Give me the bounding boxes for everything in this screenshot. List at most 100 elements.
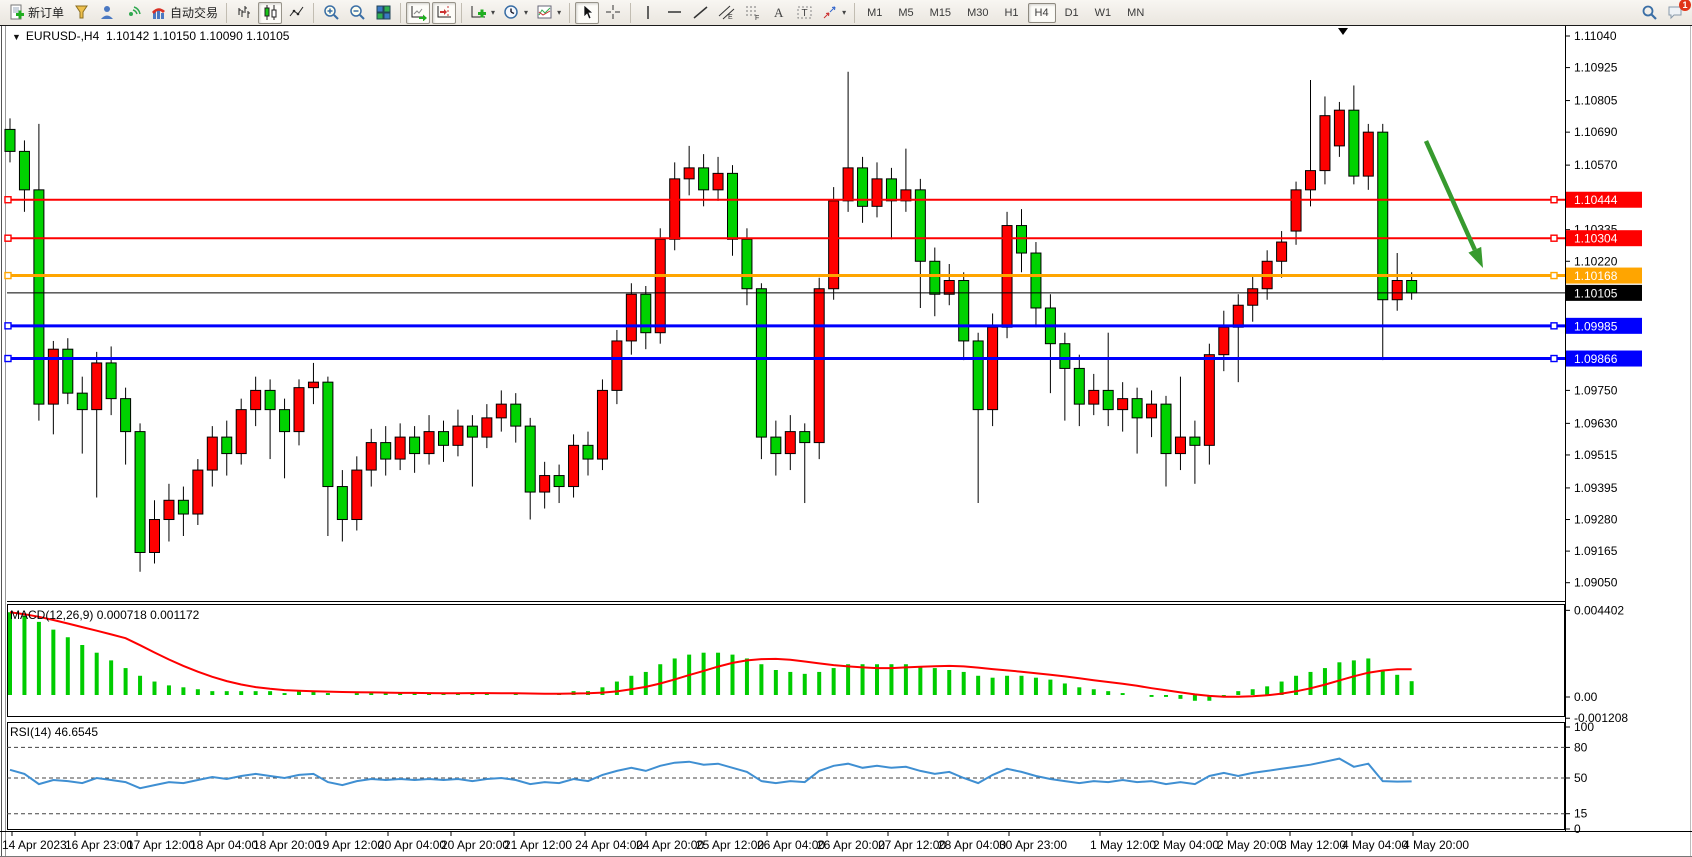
arrows-button[interactable]: ▾ bbox=[818, 2, 849, 24]
svg-text:50: 50 bbox=[1574, 771, 1588, 785]
line-chart-button[interactable] bbox=[284, 2, 308, 24]
search-button[interactable] bbox=[1637, 2, 1661, 24]
svg-text:E: E bbox=[728, 14, 733, 21]
svg-text:3 May 12:00: 3 May 12:00 bbox=[1280, 838, 1346, 852]
svg-text:1.11040: 1.11040 bbox=[1574, 29, 1617, 43]
svg-text:1.09985: 1.09985 bbox=[1574, 319, 1618, 333]
svg-text:20 Apr 04:00: 20 Apr 04:00 bbox=[378, 838, 446, 852]
horizontal-line-button[interactable] bbox=[662, 2, 686, 24]
timeframe-m5-button[interactable]: M5 bbox=[898, 6, 914, 19]
chart-shift-button[interactable] bbox=[432, 1, 457, 24]
chevron-down-icon[interactable]: ▾ bbox=[491, 8, 496, 17]
toolbar-separator bbox=[400, 2, 402, 23]
svg-text:1.09515: 1.09515 bbox=[1574, 448, 1618, 462]
tile-windows-button[interactable] bbox=[371, 2, 395, 24]
candle-icon bbox=[262, 4, 279, 21]
auto-scroll-button[interactable] bbox=[406, 1, 431, 24]
svg-text:1.10220: 1.10220 bbox=[1574, 254, 1618, 268]
timeframe-m30-button[interactable]: M30 bbox=[967, 6, 989, 19]
crosshair-icon bbox=[605, 4, 622, 21]
timeframe-m1-button[interactable]: M1 bbox=[867, 6, 883, 19]
macd-main-value: 0.000718 bbox=[96, 608, 147, 622]
signal-icon bbox=[125, 4, 142, 21]
text-label-button[interactable]: T bbox=[792, 2, 816, 24]
svg-text:30 Apr 23:00: 30 Apr 23:00 bbox=[999, 838, 1067, 852]
svg-text:14 Apr 2023: 14 Apr 2023 bbox=[2, 838, 67, 852]
svg-text:1.10925: 1.10925 bbox=[1574, 61, 1618, 75]
horizontal-line-objects[interactable]: 1.10444 1.10304 1.10168 1.09985 1.09866 bbox=[4, 191, 1642, 367]
macd-panel: 0.004402 0.00 -0.001208 bbox=[8, 603, 1628, 725]
chevron-down-icon[interactable]: ▾ bbox=[557, 8, 562, 17]
svg-text:0.004402: 0.004402 bbox=[1574, 603, 1624, 617]
autoscroll-icon bbox=[410, 4, 427, 21]
chart-window-button[interactable] bbox=[69, 2, 93, 24]
new-order-button[interactable]: 新订单 bbox=[5, 2, 67, 24]
fibonacci-button[interactable]: F bbox=[740, 2, 764, 24]
main-toolbar: 新订单 自动交易 ▾ ▾ ▾ E F A T ▾ M1 M5 M15 M30 H1 H4 D1 W1 MN 1 bbox=[0, 0, 1692, 26]
timeframe-d1-button[interactable]: D1 bbox=[1064, 6, 1079, 19]
timeframe-w1-button[interactable]: W1 bbox=[1094, 6, 1112, 19]
periods-button[interactable]: ▾ bbox=[500, 2, 531, 24]
clock-icon bbox=[503, 4, 520, 21]
svg-text:1.09280: 1.09280 bbox=[1574, 513, 1618, 527]
toolbar-separator bbox=[854, 2, 856, 23]
zoom-in-button[interactable] bbox=[319, 2, 343, 24]
svg-text:28 Apr 04:00: 28 Apr 04:00 bbox=[938, 838, 1006, 852]
rsi-panel: 100 80 50 150 bbox=[7, 720, 1594, 836]
timeframe-h4-button[interactable]: H4 bbox=[1027, 2, 1056, 23]
svg-text:4 May 20:00: 4 May 20:00 bbox=[1403, 838, 1469, 852]
zoom-out-button[interactable] bbox=[345, 2, 369, 24]
bar-chart-button[interactable] bbox=[232, 2, 256, 24]
symbol-period-label: EURUSD-,H4 bbox=[25, 29, 100, 43]
text-button[interactable]: A bbox=[766, 2, 790, 24]
rsi-value: 46.6545 bbox=[54, 725, 99, 739]
svg-text:24 Apr 04:00: 24 Apr 04:00 bbox=[575, 838, 643, 852]
current-price-line: 1.10105 bbox=[7, 284, 1642, 301]
trendline-button[interactable] bbox=[688, 2, 712, 24]
svg-text:A: A bbox=[774, 5, 784, 20]
textA-icon: A bbox=[770, 4, 787, 21]
notifications-button[interactable]: 1 bbox=[1663, 0, 1691, 24]
auto-trading-button[interactable]: 自动交易 bbox=[147, 2, 221, 24]
chart-object-marker-icon[interactable] bbox=[1338, 28, 1348, 35]
vline-icon bbox=[640, 4, 657, 21]
svg-text:1.09165: 1.09165 bbox=[1574, 544, 1618, 558]
svg-text:2 May 20:00: 2 May 20:00 bbox=[1217, 838, 1283, 852]
fibo-icon: F bbox=[744, 4, 761, 21]
crosshair-button[interactable] bbox=[601, 2, 625, 24]
cursor-button[interactable] bbox=[575, 1, 600, 24]
candlestick-chart-button[interactable] bbox=[258, 1, 283, 24]
timeframe-mn-button[interactable]: MN bbox=[1127, 6, 1145, 19]
tline-icon bbox=[692, 4, 709, 21]
svg-text:26 Apr 20:00: 26 Apr 20:00 bbox=[817, 838, 885, 852]
vertical-line-button[interactable] bbox=[636, 2, 660, 24]
rsi-indicator-label: RSI(14) 46.6545 bbox=[10, 725, 99, 739]
toolbar-separator bbox=[226, 2, 228, 23]
svg-text:1.09866: 1.09866 bbox=[1574, 352, 1618, 366]
templates-button[interactable]: ▾ bbox=[533, 2, 564, 24]
channel-icon: E bbox=[718, 4, 735, 21]
funnel-icon bbox=[73, 4, 90, 21]
chevron-down-icon[interactable]: ▾ bbox=[842, 8, 847, 17]
indicators-button[interactable]: ▾ bbox=[467, 2, 498, 24]
svg-text:26 Apr 04:00: 26 Apr 04:00 bbox=[757, 838, 825, 852]
timeframe-h1-button[interactable]: H1 bbox=[1004, 6, 1019, 19]
svg-text:18 Apr 04:00: 18 Apr 04:00 bbox=[190, 838, 258, 852]
profile-button[interactable] bbox=[95, 2, 119, 24]
trend-arrow-annotation[interactable] bbox=[1423, 140, 1483, 268]
toolbar-right-group: 1 bbox=[1636, 0, 1691, 24]
toolbar-separator bbox=[461, 2, 463, 23]
signals-button[interactable] bbox=[121, 2, 145, 24]
svg-text:18 Apr 20:00: 18 Apr 20:00 bbox=[253, 838, 321, 852]
labelT-icon: T bbox=[796, 4, 813, 21]
channel-button[interactable]: E bbox=[714, 2, 738, 24]
collapse-triangle-icon[interactable]: ▼ bbox=[12, 32, 21, 42]
chevron-down-icon[interactable]: ▾ bbox=[524, 8, 529, 17]
svg-text:1.09395: 1.09395 bbox=[1574, 481, 1618, 495]
profile-icon bbox=[99, 4, 116, 21]
timeframe-m15-button[interactable]: M15 bbox=[929, 6, 952, 19]
hline-icon bbox=[666, 4, 683, 21]
svg-text:19 Apr 12:00: 19 Apr 12:00 bbox=[316, 838, 384, 852]
